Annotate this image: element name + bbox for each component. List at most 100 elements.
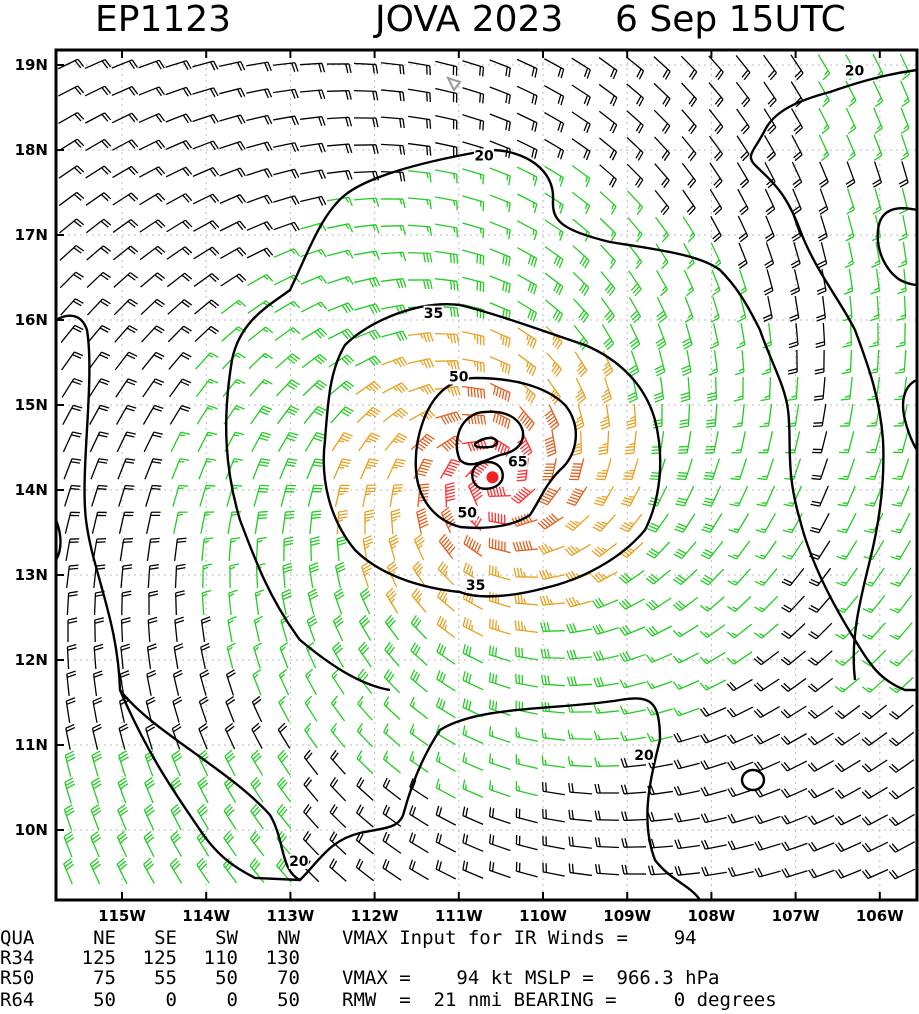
wind-barb bbox=[515, 673, 538, 688]
wind-barb bbox=[354, 276, 381, 288]
wind-barb bbox=[409, 723, 429, 746]
lon-tick-label: 110W bbox=[519, 907, 567, 925]
wind-barb bbox=[789, 296, 800, 322]
wind-barb bbox=[674, 513, 696, 533]
wind-barb bbox=[673, 759, 700, 770]
lon-tick-label: 114W bbox=[182, 907, 230, 925]
wind-barb bbox=[356, 723, 374, 748]
wind-barb bbox=[646, 732, 673, 743]
wind-barb bbox=[895, 322, 906, 348]
lon-tick-label: 109W bbox=[603, 907, 651, 925]
wind-barb bbox=[277, 431, 299, 452]
contour-label-bg bbox=[465, 577, 486, 593]
wind-barb bbox=[196, 857, 210, 884]
wind-barb bbox=[329, 804, 347, 829]
wind-barb bbox=[198, 458, 217, 480]
wind-barb bbox=[889, 622, 913, 640]
wind-barb bbox=[653, 377, 665, 403]
wind-barb bbox=[619, 513, 643, 533]
wind-barb bbox=[362, 535, 374, 561]
wind-barb bbox=[384, 432, 408, 451]
wind-barb bbox=[192, 167, 220, 177]
wind-barb bbox=[708, 82, 724, 108]
table-cell: 130 bbox=[266, 947, 300, 969]
wind-barb bbox=[812, 431, 828, 454]
wind-barb bbox=[255, 536, 267, 562]
wind-barb bbox=[60, 298, 84, 316]
wind-barb bbox=[273, 248, 301, 258]
lat-tick-label: 11N bbox=[15, 736, 48, 754]
wind-barb bbox=[327, 196, 353, 207]
wind-barb bbox=[139, 166, 166, 178]
wind-barb bbox=[85, 218, 112, 234]
wind-barb bbox=[330, 695, 346, 722]
wind-barb bbox=[591, 542, 618, 558]
wind-barb bbox=[680, 376, 691, 403]
contour-label: 20 bbox=[634, 748, 654, 764]
wind-barb bbox=[865, 431, 882, 454]
wind-barb bbox=[305, 668, 317, 695]
wind-barb bbox=[817, 242, 828, 269]
wind-barb bbox=[784, 458, 802, 481]
wind-barb bbox=[488, 591, 511, 608]
wind-barb bbox=[435, 169, 458, 184]
wind-barb bbox=[169, 404, 191, 425]
wind-barb bbox=[594, 783, 620, 794]
wind-barb bbox=[380, 225, 406, 235]
wind-barb bbox=[193, 273, 220, 287]
wind-barb bbox=[818, 188, 829, 215]
wind-barb bbox=[622, 458, 639, 481]
wind-barb bbox=[594, 757, 620, 767]
wind-barb bbox=[435, 114, 458, 130]
wind-barb bbox=[710, 216, 722, 243]
lon-tick-label: 107W bbox=[772, 907, 820, 925]
wind-barb bbox=[250, 749, 264, 776]
wind-barb bbox=[89, 857, 101, 885]
lat-lon-gridlines bbox=[56, 50, 917, 900]
wind-barb bbox=[408, 331, 434, 343]
wind-barb bbox=[679, 403, 691, 429]
wind-barb bbox=[462, 616, 484, 637]
wind-barb bbox=[226, 642, 236, 669]
wind-barb bbox=[861, 732, 888, 746]
wind-barb bbox=[836, 540, 858, 560]
wind-barb bbox=[334, 484, 350, 507]
wind-barb bbox=[648, 485, 668, 507]
wind-barb bbox=[303, 405, 327, 424]
wind-barb bbox=[174, 563, 186, 589]
wind-barb bbox=[327, 302, 354, 314]
wind-barb bbox=[673, 732, 700, 743]
wind-barb bbox=[84, 112, 112, 124]
wind-barb bbox=[138, 139, 166, 151]
wind-barb bbox=[434, 360, 460, 370]
wind-barb bbox=[227, 616, 237, 642]
wind-barb bbox=[330, 406, 354, 424]
wind-barb bbox=[818, 134, 830, 162]
wind-barb bbox=[380, 89, 405, 102]
wind-barb bbox=[228, 537, 241, 562]
contour-label: 20 bbox=[289, 854, 309, 870]
wind-barb bbox=[138, 86, 165, 97]
wind-barb bbox=[88, 378, 110, 398]
contour-label-bg bbox=[844, 63, 865, 79]
contour-label: 65 bbox=[508, 455, 527, 471]
wind-barb bbox=[62, 404, 83, 425]
wind-barb bbox=[900, 134, 910, 161]
wind-barb bbox=[355, 381, 382, 395]
wind-barb bbox=[249, 830, 265, 857]
wind-barb bbox=[327, 249, 354, 259]
wind-barb bbox=[620, 784, 647, 795]
wind-barb bbox=[303, 803, 319, 829]
wind-barb bbox=[86, 271, 111, 289]
wind-barb bbox=[888, 731, 915, 747]
table-header-cell: SE bbox=[154, 927, 177, 949]
wind-barb bbox=[846, 188, 855, 215]
wind-barb bbox=[515, 861, 538, 878]
wind-barb bbox=[221, 352, 246, 370]
wind-barb bbox=[762, 296, 773, 323]
wind-barb bbox=[143, 830, 155, 858]
wind-barb bbox=[276, 776, 292, 803]
wind-barb bbox=[462, 385, 486, 399]
wind-barb bbox=[672, 569, 698, 586]
wind-barb bbox=[90, 804, 102, 831]
